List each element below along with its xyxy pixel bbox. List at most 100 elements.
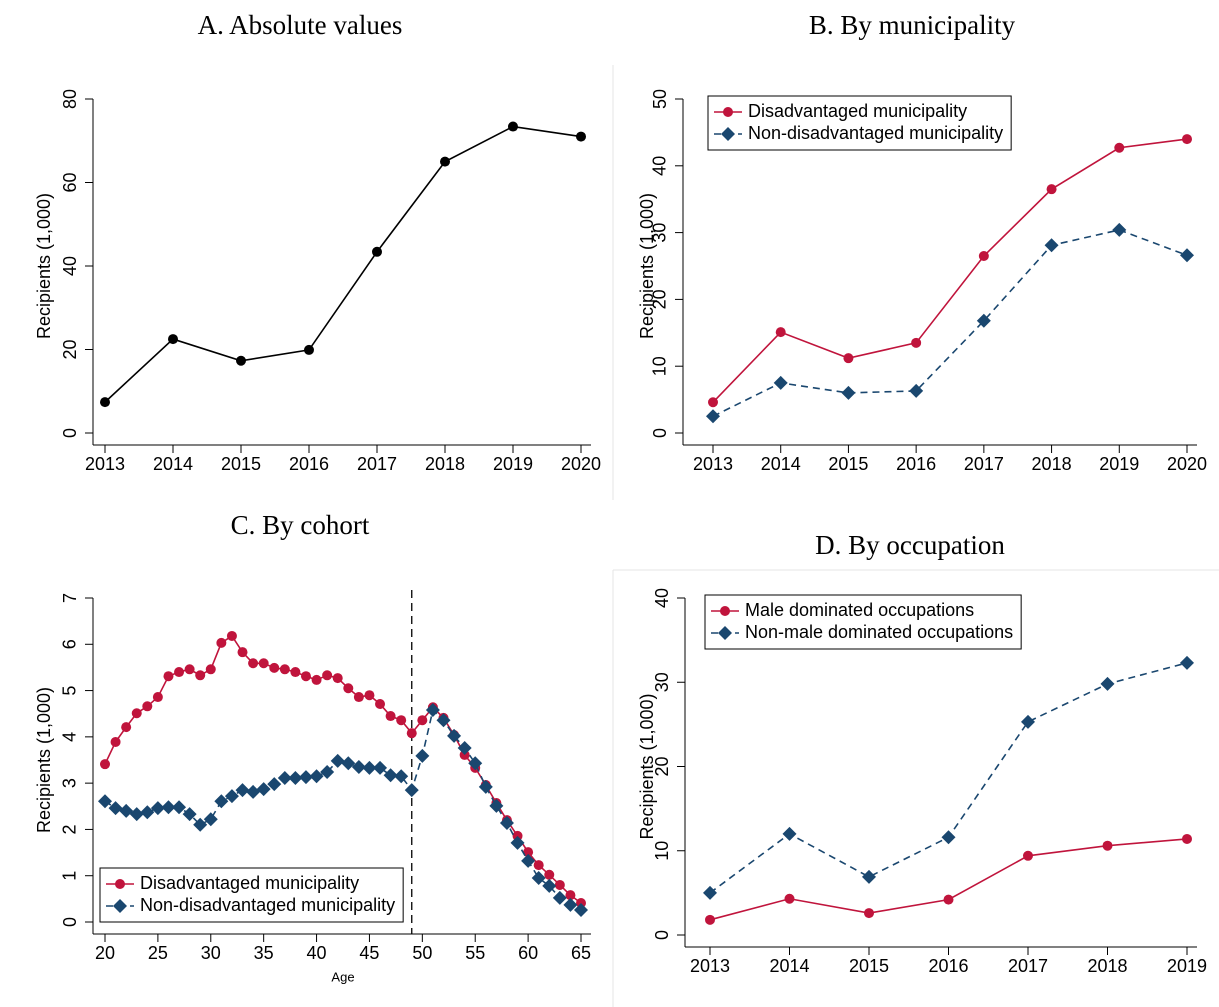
legend-box	[99, 867, 404, 923]
marker	[521, 853, 536, 868]
y-tick-label: 10	[652, 841, 672, 861]
x-tick-label: 30	[201, 943, 221, 963]
series-line	[712, 138, 1188, 403]
y-tick-label: 4	[60, 732, 80, 742]
series-line	[104, 125, 582, 403]
marker	[311, 674, 322, 685]
marker	[478, 779, 493, 794]
marker	[1180, 655, 1194, 670]
marker	[943, 894, 954, 905]
legend-marker	[721, 127, 735, 141]
marker	[300, 671, 311, 682]
x-tick-label: 2017	[1008, 956, 1048, 976]
chart-title: C. By cohort	[231, 510, 370, 540]
y-tick-label: 60	[60, 172, 80, 192]
marker	[298, 770, 313, 785]
marker	[396, 715, 407, 726]
y-tick-label: 0	[650, 428, 670, 438]
marker	[248, 658, 259, 669]
x-tick-label: 20	[95, 943, 115, 963]
y-tick-label: 2	[60, 824, 80, 834]
x-tick-label: 2014	[761, 454, 801, 474]
marker	[184, 664, 195, 675]
y-tick-label: 30	[650, 223, 670, 243]
marker	[864, 908, 874, 919]
marker	[468, 756, 483, 771]
marker	[708, 397, 718, 408]
marker	[1023, 850, 1033, 861]
y-tick-label: 40	[652, 588, 672, 608]
marker	[108, 801, 123, 816]
y-tick-label: 20	[650, 289, 670, 309]
marker	[267, 777, 282, 792]
marker	[320, 765, 335, 780]
marker	[383, 768, 398, 783]
marker	[565, 890, 576, 901]
x-tick-label: 2015	[828, 454, 868, 474]
marker	[436, 713, 451, 728]
marker	[269, 662, 280, 673]
marker	[362, 760, 377, 775]
y-tick-label: 80	[60, 89, 80, 109]
y-axis-label: Recipients (1,000)	[637, 693, 657, 839]
x-tick-label: 2017	[964, 454, 1004, 474]
x-tick-label: 2018	[1087, 956, 1127, 976]
marker	[309, 769, 324, 784]
y-tick-label: 3	[60, 778, 80, 788]
marker	[121, 722, 132, 733]
marker	[172, 800, 187, 815]
marker	[457, 740, 472, 755]
marker	[843, 353, 854, 364]
legend-marker	[720, 606, 730, 616]
y-tick-label: 20	[60, 339, 80, 359]
y-tick-label: 5	[60, 686, 80, 696]
x-tick-label: 2014	[153, 454, 193, 474]
x-tick-label: 2013	[690, 956, 730, 976]
marker	[574, 902, 588, 917]
marker	[1046, 184, 1057, 195]
marker	[193, 817, 208, 832]
marker	[290, 667, 301, 678]
marker	[773, 375, 788, 390]
marker	[100, 759, 110, 770]
x-tick-label: 35	[254, 943, 274, 963]
marker	[304, 344, 314, 355]
marker	[554, 879, 565, 890]
x-tick-label: 55	[465, 943, 485, 963]
marker	[168, 334, 178, 345]
y-tick-label: 1	[60, 871, 80, 881]
marker	[941, 830, 956, 845]
marker	[140, 805, 155, 820]
x-tick-label: 45	[359, 943, 379, 963]
y-tick-label: 6	[60, 639, 80, 649]
x-tick-label: 2016	[289, 454, 329, 474]
marker	[440, 156, 450, 167]
x-tick-label: 40	[307, 943, 327, 963]
marker	[256, 782, 271, 797]
marker	[332, 673, 343, 684]
y-tick-label: 30	[652, 672, 672, 692]
marker	[224, 789, 239, 804]
x-tick-label: 2015	[849, 956, 889, 976]
marker	[205, 664, 216, 675]
marker	[174, 667, 185, 678]
marker	[417, 715, 428, 726]
x-tick-label: 2017	[357, 454, 397, 474]
marker	[1102, 840, 1113, 851]
marker	[322, 670, 333, 681]
y-axis-label: Recipients (1,000)	[34, 193, 54, 339]
marker	[279, 664, 290, 675]
series-line	[104, 634, 582, 904]
marker	[841, 385, 856, 400]
marker	[499, 815, 514, 830]
marker	[351, 759, 366, 774]
marker	[552, 890, 567, 905]
marker	[394, 769, 409, 784]
legend-marker	[723, 107, 733, 117]
legend-label: Disadvantaged municipality	[748, 101, 967, 121]
x-axis-label: Age	[331, 969, 354, 984]
marker	[976, 313, 991, 328]
marker	[161, 800, 176, 815]
